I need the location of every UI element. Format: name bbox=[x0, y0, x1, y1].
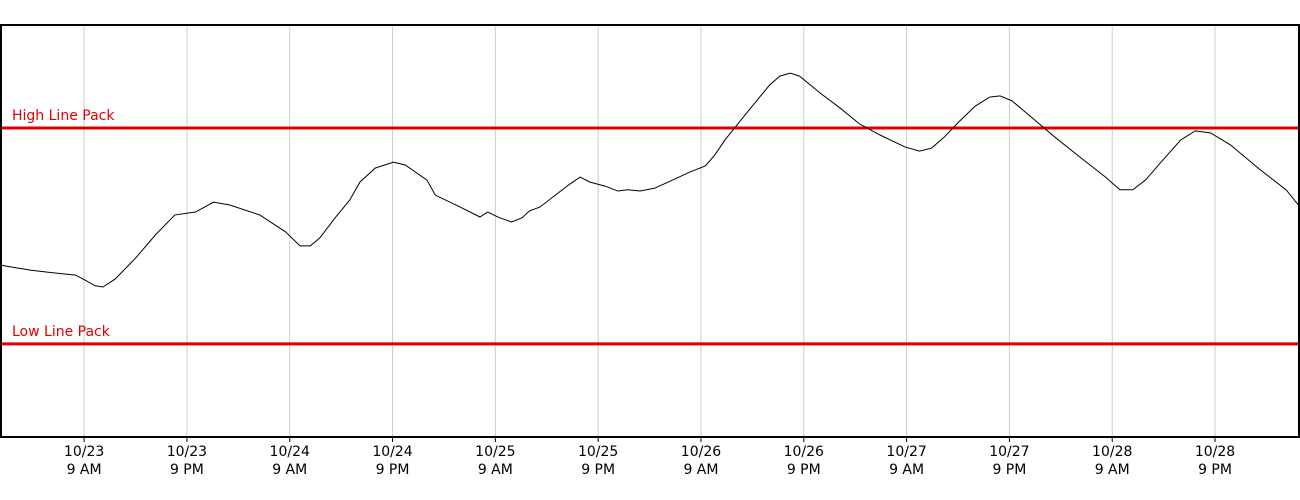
x-tick-label: 10/24 9 PM bbox=[372, 444, 413, 478]
x-tick-label: 10/27 9 AM bbox=[886, 444, 927, 478]
data-line bbox=[0, 72, 1300, 288]
x-tick-label: 10/24 9 AM bbox=[269, 444, 310, 478]
x-tick-label: 10/28 9 AM bbox=[1092, 444, 1133, 478]
plot-frame bbox=[0, 24, 1300, 438]
x-tick-label: 10/26 9 AM bbox=[680, 444, 722, 478]
x-tick-label: 10/27 9 PM bbox=[989, 444, 1030, 478]
x-tick-label: 10/23 9 AM bbox=[63, 444, 105, 478]
x-tick-label: 10/28 9 PM bbox=[1194, 444, 1236, 478]
x-tick-label: 10/25 9 PM bbox=[577, 444, 619, 478]
x-tick-label: 10/25 9 AM bbox=[475, 444, 516, 478]
reference-label: High Line Pack bbox=[12, 108, 115, 124]
x-tick-label: 10/23 9 PM bbox=[166, 444, 208, 478]
x-tick-label: 10/26 9 PM bbox=[783, 444, 824, 478]
reference-label: Low Line Pack bbox=[12, 324, 111, 340]
